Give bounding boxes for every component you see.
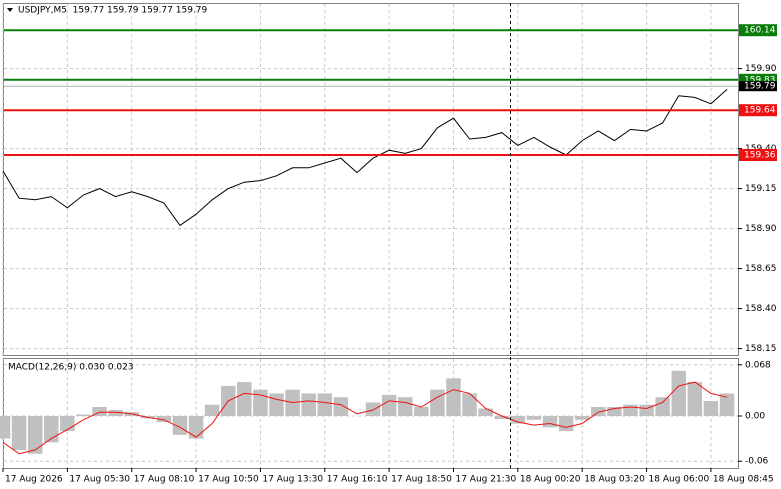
- macd-bar: [0, 416, 11, 439]
- x-tick-label: 17 Aug 08:10: [134, 475, 195, 485]
- marks: [0, 29, 738, 455]
- macd-bar: [623, 404, 638, 417]
- y-tick-label: -0.06: [745, 457, 769, 467]
- macd-bar: [414, 406, 429, 417]
- y-tick-label: 158.65: [745, 264, 777, 274]
- macd-bar: [478, 408, 493, 417]
- x-tick-label: 17 Aug 21:30: [455, 475, 516, 485]
- x-tick-label: 17 Aug 13:30: [262, 475, 323, 485]
- macd-bar: [60, 416, 75, 432]
- macd-bar: [11, 416, 27, 450]
- x-tick-label: 17 Aug 2026: [5, 475, 63, 485]
- menu-icon: [7, 8, 13, 12]
- x-tick-label: 17 Aug 16:10: [327, 475, 388, 485]
- macd-bar: [188, 416, 204, 439]
- level-label: 159.64: [744, 106, 776, 116]
- macd-bar: [269, 393, 284, 417]
- last-price-label: 159.79: [744, 82, 776, 92]
- macd-bar: [558, 416, 574, 432]
- x-tick-label: 18 Aug 06:00: [649, 475, 710, 485]
- y-tick-label: 159.90: [745, 64, 777, 74]
- macd-bar: [671, 370, 686, 417]
- macd-bar: [591, 406, 606, 417]
- macd-bar: [156, 416, 172, 423]
- y-tick-label: 158.90: [745, 224, 777, 234]
- level-label: 160.14: [744, 26, 776, 36]
- macd-bar: [510, 416, 526, 424]
- macd-bar: [108, 409, 123, 417]
- macd-bar: [44, 416, 59, 443]
- x-tick-label: 17 Aug 10:50: [198, 475, 259, 485]
- level-label-box: [739, 149, 777, 161]
- chart-title: USDJPY,M5 159.77 159.79 159.77 159.79: [18, 6, 208, 16]
- macd-bar: [237, 382, 252, 417]
- macd-bar: [574, 416, 590, 420]
- macd-bar: [27, 416, 43, 454]
- macd-bar: [333, 397, 349, 417]
- x-tick-label: 17 Aug 05:30: [69, 475, 130, 485]
- macd-bar: [542, 416, 558, 428]
- last-price-box: [739, 81, 777, 92]
- macd-bar: [204, 404, 220, 417]
- y-tick-label: 0.068: [745, 360, 771, 370]
- macd-bar: [397, 397, 413, 417]
- macd-bar: [92, 406, 107, 417]
- macd-bar: [365, 402, 381, 417]
- y-tick-label: 0.00: [745, 412, 765, 422]
- level-label: 159.36: [744, 151, 776, 161]
- macd-bar: [76, 414, 91, 417]
- level-label-box: [739, 104, 777, 117]
- macd-bar: [446, 378, 461, 417]
- x-tick-label: 17 Aug 18:50: [391, 475, 452, 485]
- x-tick-label: 18 Aug 00:20: [520, 475, 581, 485]
- macd-bar: [430, 389, 445, 417]
- macd-bar: [719, 393, 735, 417]
- macd-bar: [687, 382, 703, 417]
- macd-bar: [526, 416, 542, 420]
- y-tick-label: 159.15: [745, 184, 777, 194]
- level-label: 159.83: [744, 75, 776, 85]
- macd-bar: [172, 416, 188, 435]
- signal-line: [2, 381, 728, 455]
- level-label-box: [739, 24, 777, 37]
- y-tick-label: 158.15: [745, 344, 777, 354]
- macd-title: MACD(12,26,9) 0.030 0.023: [8, 363, 134, 373]
- x-tick-label: 18 Aug 03:20: [584, 475, 645, 485]
- macd-bar: [301, 393, 316, 417]
- price-line: [2, 89, 728, 227]
- macd-bar: [462, 393, 477, 417]
- macd-bar: [639, 404, 654, 417]
- macd-bar: [607, 406, 622, 417]
- y-tick-label: 158.40: [745, 304, 777, 314]
- macd-bar: [494, 416, 509, 420]
- macd-bar: [253, 389, 268, 417]
- macd-bar: [381, 394, 397, 417]
- macd-bar: [317, 393, 333, 417]
- macd-bar: [703, 400, 719, 417]
- x-tick-label: 18 Aug 08:45: [713, 475, 774, 485]
- macd-bar: [655, 397, 670, 417]
